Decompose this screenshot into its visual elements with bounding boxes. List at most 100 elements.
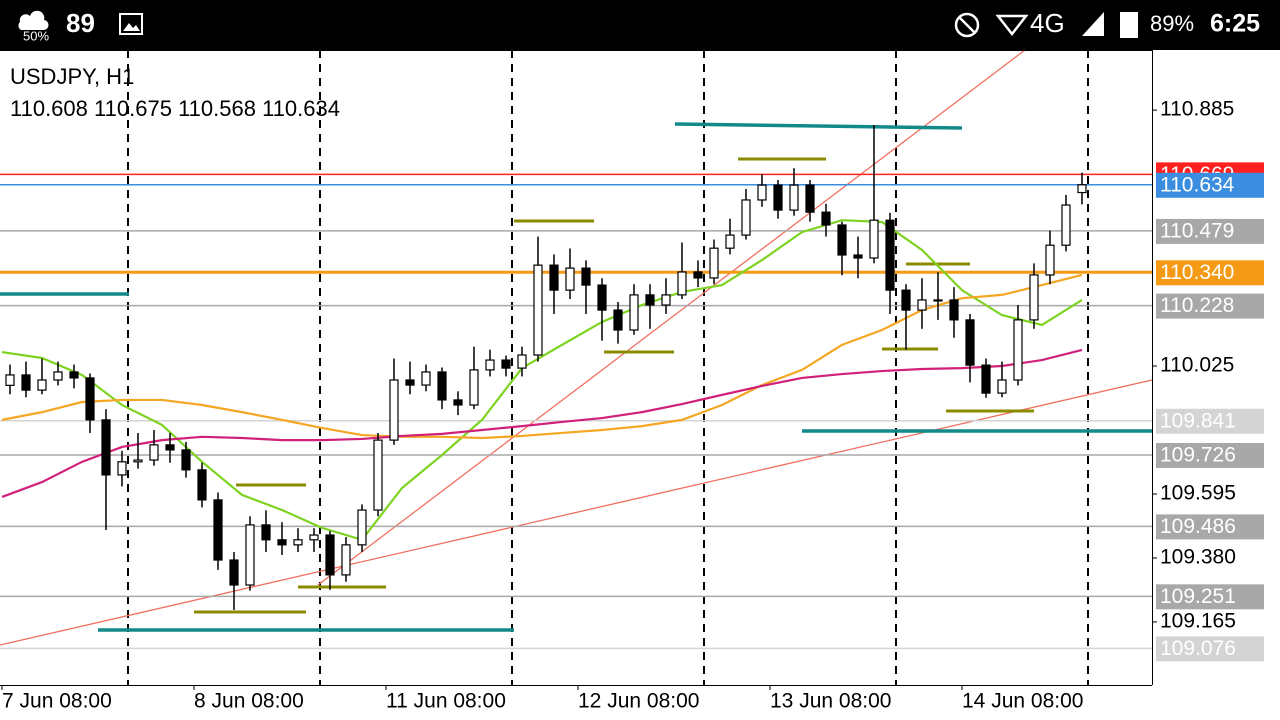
battery-saver: 50%: [23, 28, 49, 43]
network-type: 4G: [1030, 8, 1065, 38]
candle-body: [661, 294, 671, 306]
moving-average: [1, 273, 1083, 440]
candle-body: [549, 264, 559, 291]
candle-body: [1013, 319, 1023, 381]
candle-body: [197, 469, 207, 501]
candle-body: [101, 419, 111, 476]
candle-body: [245, 524, 255, 586]
candle-body: [917, 299, 927, 311]
candle-body: [325, 534, 335, 576]
x-tick-label: 8 Jun 08:00: [194, 690, 304, 713]
candle-body: [21, 374, 31, 391]
candle-body: [373, 439, 383, 511]
candle-body: [133, 459, 143, 463]
candle-body: [565, 267, 575, 291]
candle-body: [341, 544, 351, 576]
candle-body: [981, 364, 991, 394]
price-level-box: [1156, 293, 1264, 319]
price-level-box: [1156, 584, 1264, 610]
candle-body: [1045, 244, 1055, 276]
candle-body: [1061, 204, 1071, 246]
candle-body: [453, 399, 463, 406]
dnd-icon-bar: [958, 16, 976, 34]
price-level-box: [1156, 408, 1264, 434]
candle-body: [165, 444, 175, 451]
candle-body: [5, 374, 15, 386]
candle-body: [949, 299, 959, 321]
ohlc-open: 110.608: [10, 96, 88, 121]
trendlines: [0, 49, 1153, 646]
x-tick-label: 7 Jun 08:00: [2, 690, 112, 713]
candle-body: [181, 449, 191, 471]
candle-body: [469, 369, 479, 406]
y-tick-label: 109.380: [1160, 545, 1236, 568]
candle-body: [53, 371, 63, 381]
zone-mark: [674, 122, 963, 130]
ohlc-readout: 110.608 110.675 110.568 110.634: [10, 96, 340, 121]
period-separators: [127, 50, 1089, 685]
chart: [0, 49, 1153, 685]
candle-body: [629, 294, 639, 331]
battery-icon: [1120, 12, 1138, 38]
candle-body: [789, 184, 799, 211]
candle-body: [645, 294, 655, 306]
candle-body: [997, 379, 1007, 394]
candle-body: [933, 299, 943, 302]
price-level-box: [1156, 218, 1264, 244]
ohlc-high: 110.675: [94, 96, 172, 121]
price-level-label: 110.228: [1160, 294, 1234, 317]
image-icon: [119, 13, 143, 35]
candle-body: [677, 271, 687, 296]
candle-body: [693, 271, 703, 279]
candle-body: [965, 319, 975, 366]
price-level-label: 110.340: [1160, 261, 1234, 284]
support-resistance-marks: [194, 157, 1034, 614]
image-icon-mark: [123, 23, 140, 31]
candle-body: [261, 524, 271, 541]
candle-body: [213, 499, 223, 561]
candle-body: [885, 219, 895, 291]
candle-body: [501, 359, 511, 369]
candle-body: [293, 539, 303, 546]
candle-body: [869, 219, 879, 259]
ohlc-low: 110.568: [178, 96, 256, 121]
candle-body: [117, 461, 127, 476]
candle-body: [277, 539, 287, 546]
chart-title: USDJPY, H1: [10, 64, 134, 89]
price-level-label: 109.076: [1160, 637, 1236, 660]
candle-body: [1077, 184, 1087, 194]
candle-body: [37, 379, 47, 391]
candle-body: [69, 371, 79, 379]
candle-body: [837, 224, 847, 256]
dnd-icon: [954, 12, 980, 38]
wifi-icon: [995, 14, 1029, 37]
y-tick-label: 109.165: [1160, 609, 1236, 632]
price-level-box: [1156, 260, 1264, 286]
y-tick-label: 109.595: [1160, 482, 1236, 505]
candle-body: [757, 184, 767, 201]
price-level-box: [1156, 442, 1264, 468]
candle-body: [821, 211, 831, 226]
candle-body: [389, 379, 399, 441]
candle-body: [773, 184, 783, 211]
price-level-box: [1156, 636, 1264, 662]
candle-body: [725, 234, 735, 249]
ohlc-close: 110.634: [262, 96, 340, 121]
candle-body: [805, 184, 815, 213]
x-tick-label: 11 Jun 08:00: [386, 690, 506, 713]
y-tick-label: 110.885: [1160, 98, 1234, 121]
candle-body: [1029, 274, 1039, 321]
candle-body: [901, 289, 911, 311]
candle-body: [533, 264, 543, 356]
x-tick-label: 13 Jun 08:00: [770, 690, 891, 713]
clock: 6:25: [1210, 10, 1260, 38]
price-level-label: 109.726: [1160, 444, 1236, 467]
moving-average: [1, 348, 1083, 498]
price-level-label: 109.251: [1160, 585, 1236, 608]
x-tick-label: 14 Jun 08:00: [962, 690, 1083, 713]
price-level-box: [1156, 172, 1264, 198]
trendline: [0, 379, 1153, 646]
zone-marks: [0, 122, 1152, 632]
